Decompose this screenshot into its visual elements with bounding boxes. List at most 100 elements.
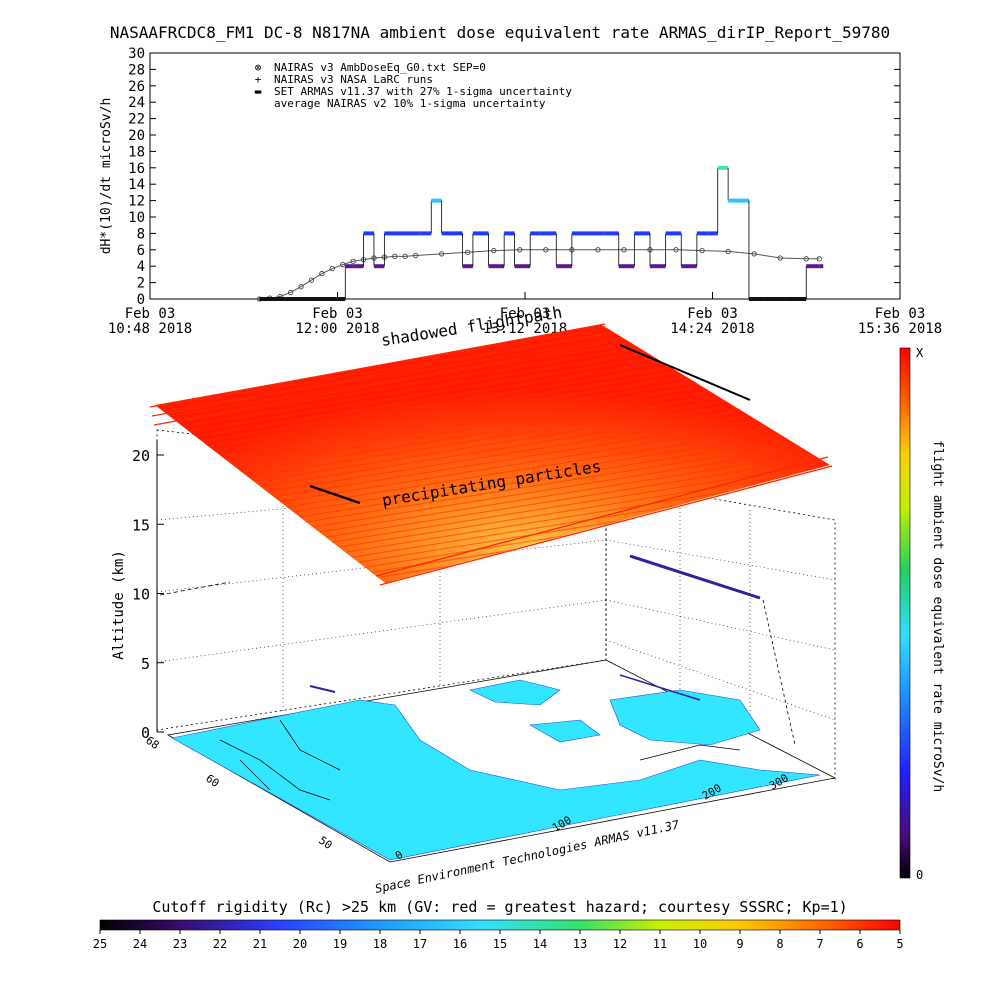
cutoff-tick-label: 5 (896, 937, 903, 951)
nairas-point (699, 247, 705, 254)
y-tick-label: 22 (128, 112, 145, 128)
x-tick-date: Feb 03 (500, 306, 551, 322)
cutoff-tick-label: 18 (373, 937, 387, 951)
nairas-point (621, 247, 627, 253)
nairas-point (439, 251, 445, 257)
nairas-line (259, 249, 820, 300)
nairas-point (319, 270, 325, 277)
nairas-point (751, 251, 757, 257)
nairas-series (256, 247, 822, 302)
colorbar-bottom-label: 0 (916, 868, 923, 882)
flight-path (159, 344, 796, 746)
y-tick-label: 18 (128, 144, 145, 160)
x-tick-date: Feb 03 (687, 306, 738, 322)
nairas-point (491, 247, 497, 254)
nairas-point (816, 256, 822, 262)
x-tick-date: Feb 03 (312, 306, 363, 322)
x-tick-time: 12:00 2018 (295, 321, 379, 337)
z-tick-label: 0 (141, 724, 150, 742)
y-tick-label: 16 (128, 161, 145, 177)
cutoff-tick-label: 6 (856, 937, 863, 951)
legend-label: NAIRAS v3 AmbDoseEq_G0.txt SEP=0 (274, 61, 486, 74)
x-tick-time: 15:36 2018 (858, 321, 942, 337)
dose-layer-stripes (155, 325, 830, 583)
cutoff-tick-label: 17 (413, 937, 427, 951)
nairas-point (340, 261, 346, 268)
cutoff-tick-label: 24 (133, 937, 147, 951)
x-tick-time: 13:12 2018 (483, 321, 567, 337)
x-tick-time: 10:48 2018 (108, 321, 192, 337)
z-axis-ticks: 0 5 10 15 20 (132, 447, 164, 742)
y-tick-label: 28 (128, 62, 145, 78)
floor-y-tick-label: 60 (203, 772, 221, 790)
layer-edges (149, 323, 833, 586)
3d-scene: shadowed flightpath precipitating partic… (111, 303, 837, 896)
nairas-point (350, 258, 356, 264)
nairas-point (595, 247, 601, 253)
nairas-point (543, 247, 549, 253)
cutoff-tick-label: 11 (653, 937, 667, 951)
y-tick-label: 0 (137, 292, 145, 308)
nairas-point (803, 256, 809, 262)
nairas-point (412, 252, 419, 259)
chart-title: NASAAFRCDC8_FM1 DC-8 N817NA ambient dose… (110, 23, 890, 42)
nairas-point (777, 255, 783, 261)
z-tick-label: 20 (132, 447, 150, 465)
x-tick-date: Feb 03 (875, 306, 926, 322)
z-tick-label: 10 (132, 586, 150, 604)
borders (219, 719, 741, 801)
cutoff-tick-label: 8 (776, 937, 783, 951)
colorbar-top-label: X (916, 346, 924, 360)
dose-colorbar: X 0 flight ambient dose equivalent rate … (899, 346, 945, 882)
legend: ⊗ NAIRAS v3 AmbDoseEq_G0.txt SEP=0 + NAIRAS… (255, 61, 573, 110)
cutoff-tick-label: 14 (533, 937, 547, 951)
y-tick-label: 8 (137, 226, 145, 242)
z-tick-label: 5 (141, 655, 150, 673)
y-tick-label: 14 (128, 177, 145, 193)
cutoff-tick-label: 7 (816, 937, 823, 951)
nairas-point (392, 253, 398, 260)
legend-label: average NAIRAS v2 10% 1-sigma uncertaint… (274, 97, 546, 110)
cutoff-tick-label: 13 (573, 937, 587, 951)
y-axis-label: dH*(10)/dt microSv/h (99, 98, 114, 255)
landmass (171, 679, 821, 861)
cutoff-tick-label: 23 (173, 937, 187, 951)
y-tick-label: 24 (128, 95, 145, 111)
y-tick-label: 4 (137, 259, 145, 275)
nairas-point (725, 248, 731, 255)
cutoff-tick-label: 20 (293, 937, 307, 951)
colorbar-label: flight ambient dose equivalent rate micr… (930, 440, 945, 792)
cutoff-rigidity-bar: Cutoff rigidity (Rc) >25 km (GV: red = g… (93, 898, 904, 951)
cutoff-tick-label: 21 (253, 937, 267, 951)
cutoff-tick-label: 15 (493, 937, 507, 951)
cutoff-tick-label: 12 (613, 937, 627, 951)
floor-y-ticks: 50 60 68 (143, 734, 334, 852)
legend-label: SET ARMAS v11.37 with 27% 1-sigma uncert… (274, 85, 572, 98)
cutoff-tick-label: 9 (736, 937, 743, 951)
legend-label: NAIRAS v3 NASA LaRC runs (274, 73, 433, 86)
cutoff-gradient (99, 919, 901, 931)
z-tick-label: 15 (132, 516, 150, 534)
y-tick-label: 2 (137, 276, 145, 292)
cutoff-tick-label: 16 (453, 937, 467, 951)
y-tick-label: 20 (128, 128, 145, 144)
floor-y-tick-label: 68 (143, 734, 161, 752)
nairas-point (673, 247, 679, 253)
y-tick-label: 26 (128, 79, 145, 95)
legend-symbol: + (255, 73, 262, 86)
x-tick-time: 14:24 2018 (670, 321, 754, 337)
y-tick-label: 30 (128, 46, 145, 62)
cutoff-ticks: 25 24 23 22 21 20 19 18 17 16 15 14 13 12 11 10 9 8 7 6 5 (93, 930, 904, 951)
nairas-point (517, 247, 523, 253)
cutoff-tick-label: 22 (213, 937, 227, 951)
y-tick-label: 10 (128, 210, 145, 226)
colorbar-gradient (899, 347, 911, 879)
x-tick-date: Feb 03 (125, 306, 176, 322)
nairas-point (308, 277, 315, 283)
legend-symbol: ▬ (255, 85, 262, 98)
nairas-point (287, 289, 294, 296)
